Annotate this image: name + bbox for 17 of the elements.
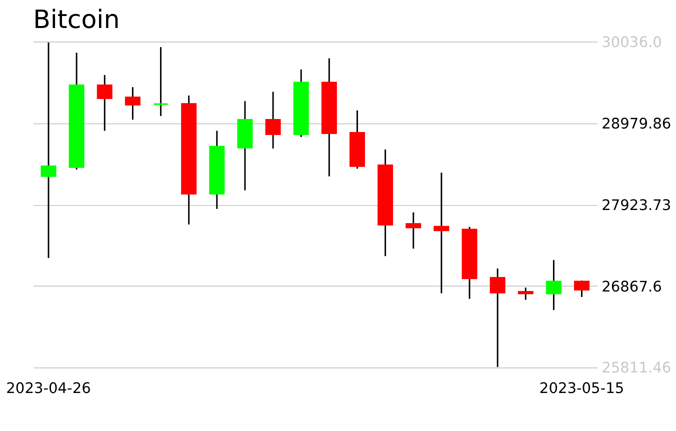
x-tick-label: 2023-04-26 [6, 380, 91, 398]
candlestick [406, 212, 422, 250]
candlestick [40, 42, 56, 259]
chart-title: Bitcoin [33, 4, 120, 34]
x-tick-label: 2023-05-15 [539, 380, 624, 398]
y-tick-label: 28979.86 [602, 115, 672, 132]
y-tick-label: 27923.73 [602, 196, 672, 214]
candlestick [153, 46, 169, 117]
candlestick [546, 259, 562, 311]
candlestick [518, 286, 534, 300]
candlestick [96, 74, 112, 132]
candlestick [574, 280, 590, 298]
candlestick [434, 172, 450, 294]
candlestick [490, 268, 506, 368]
y-tick-label: 26867.6 [602, 278, 662, 296]
candlestick [265, 91, 281, 150]
candlestick [124, 86, 140, 120]
